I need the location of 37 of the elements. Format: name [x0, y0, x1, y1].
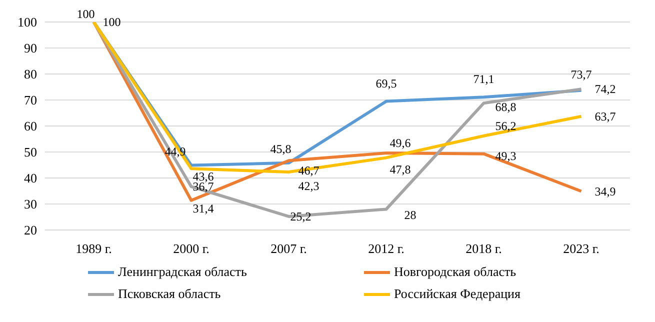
legend-label: Российская Федерация	[394, 286, 520, 302]
x-tick-label: 2000 г.	[173, 241, 210, 256]
x-tick-label: 2007 г.	[270, 241, 307, 256]
y-tick-label: 20	[24, 222, 37, 238]
data-label: 45,8	[270, 142, 292, 156]
legend-label: Ленинградская область	[118, 264, 247, 280]
x-tick-label: 2012 г.	[368, 241, 404, 256]
data-label: 25,2	[290, 209, 312, 224]
legend-label: Псковская область	[118, 286, 221, 302]
y-tick-label: 70	[24, 92, 37, 108]
x-tick-label: 1989 г.	[76, 241, 112, 256]
y-tick-label: 100	[18, 14, 37, 30]
data-label: 68,8	[495, 100, 516, 114]
data-label: 73,7	[570, 67, 592, 82]
data-label: 74,2	[594, 82, 616, 96]
y-tick-label: 80	[24, 66, 37, 82]
data-label: 49,3	[495, 148, 516, 163]
y-tick-label: 60	[24, 118, 37, 134]
y-tick-label: 30	[24, 196, 37, 212]
data-label: 56,2	[495, 118, 516, 133]
data-label: 49,6	[390, 136, 411, 150]
y-tick-label: 50	[24, 144, 37, 160]
data-label: 28	[404, 208, 416, 222]
x-tick-label: 2018 г.	[466, 241, 502, 256]
data-label: 71,1	[473, 72, 494, 86]
data-label: 100	[76, 7, 95, 21]
data-label: 47,8	[390, 162, 411, 177]
data-label: 34,9	[594, 184, 616, 198]
y-tick-label: 90	[24, 40, 37, 56]
data-label: 31,4	[192, 201, 214, 216]
legend-label: Новгородская область	[394, 264, 516, 280]
data-label: 100	[102, 15, 121, 29]
data-label: 42,3	[298, 179, 320, 194]
x-tick-label: 2023 г.	[563, 241, 600, 256]
data-label: 69,5	[376, 76, 397, 90]
data-label: 63,7	[594, 109, 616, 124]
y-tick-label: 40	[24, 170, 37, 186]
